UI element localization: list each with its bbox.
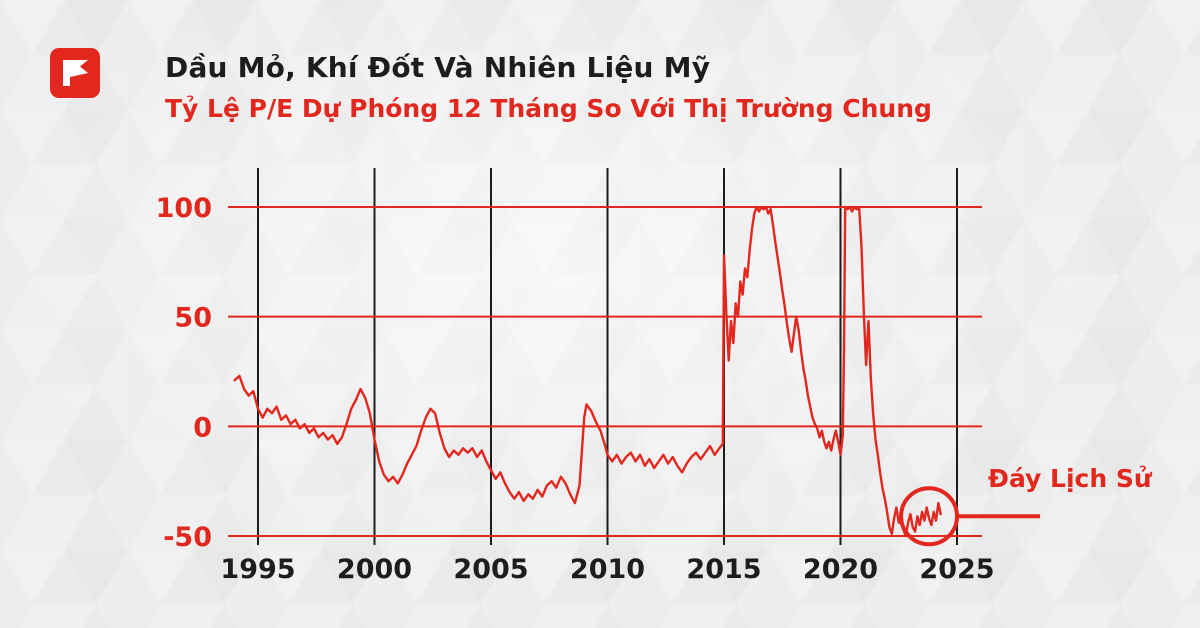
x-tick-label: 2025: [919, 554, 994, 585]
header: Dầu Mỏ, Khí Đốt Và Nhiên Liệu Mỹ Tỷ Lệ P…: [165, 50, 932, 126]
y-tick-label: -50: [163, 522, 212, 553]
brand-logo-icon: [50, 48, 100, 102]
page-subtitle: Tỷ Lệ P/E Dự Phóng 12 Tháng So Với Thị T…: [165, 94, 932, 123]
y-tick-label: 100: [156, 193, 212, 224]
x-tick-label: 2000: [337, 554, 412, 585]
x-tick-label: 2015: [686, 554, 761, 585]
x-tick-label: 2010: [570, 554, 645, 585]
historical-bottom-label: Đáy Lịch Sử: [988, 464, 1152, 493]
page-title: Dầu Mỏ, Khí Đốt Và Nhiên Liệu Mỹ: [165, 51, 711, 84]
y-tick-label: 0: [193, 412, 212, 443]
x-tick-label: 2020: [803, 554, 878, 585]
x-tick-label: 1995: [220, 554, 295, 585]
x-tick-label: 2005: [453, 554, 528, 585]
pe-ratio-line: [233, 205, 942, 538]
y-tick-label: 50: [174, 303, 212, 334]
